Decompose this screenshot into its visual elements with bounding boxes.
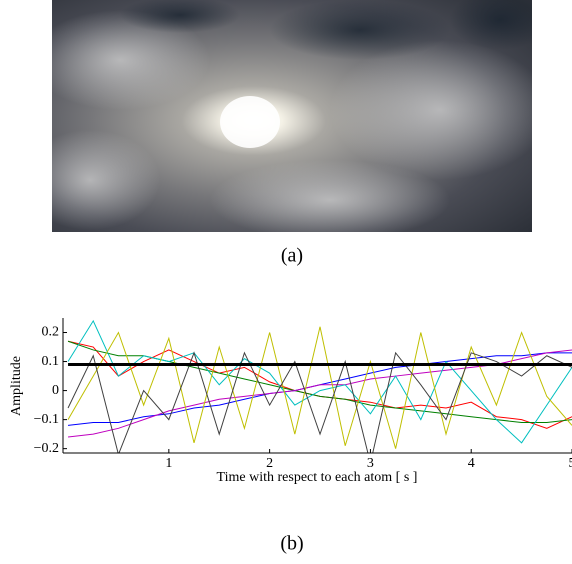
photo bbox=[52, 0, 532, 232]
y-tick-label: 0.1 bbox=[42, 354, 60, 369]
y-tick-label: 0.2 bbox=[42, 325, 60, 340]
plot-area bbox=[67, 319, 572, 453]
x-tick-label: 2 bbox=[266, 456, 273, 471]
y-tick-label: −0.1 bbox=[34, 412, 59, 427]
x-tick-label: 4 bbox=[468, 456, 475, 471]
series-line bbox=[67, 326, 572, 449]
x-tick-label: 1 bbox=[165, 456, 172, 471]
caption: (a) bbox=[281, 245, 303, 267]
x-tick-label: 5 bbox=[569, 456, 572, 471]
series-line bbox=[67, 351, 572, 453]
y-tick-label: 0 bbox=[52, 383, 59, 398]
series-line bbox=[67, 340, 572, 424]
y-axis-label: Amplitude bbox=[9, 356, 24, 416]
x-tick-label: 3 bbox=[367, 456, 374, 471]
caption: (b) bbox=[280, 533, 303, 555]
x-axis-label: Time with respect to each atom [ s ] bbox=[217, 470, 418, 485]
y-tick-label: −0.2 bbox=[34, 441, 59, 456]
series-line bbox=[67, 319, 572, 444]
